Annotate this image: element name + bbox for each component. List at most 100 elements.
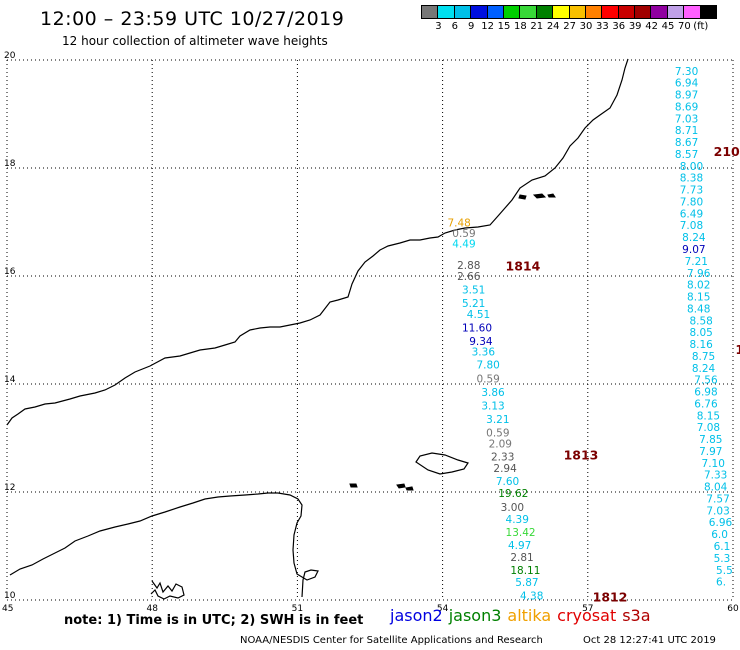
wave-height-value: 3.51 — [462, 285, 485, 297]
wave-height-value: 7.57 — [706, 493, 729, 505]
pass-time-1814: 1814 — [506, 258, 541, 273]
legend-altika: altika — [507, 606, 552, 625]
color-scale-label: 9 — [468, 21, 475, 32]
wave-height-value: 7.80 — [680, 196, 703, 208]
color-swatch — [552, 5, 570, 19]
wave-height-value: 7.73 — [680, 185, 703, 197]
lon-tick-48: 48 — [146, 604, 158, 614]
wave-height-value: 7.48 — [447, 218, 470, 230]
color-scale-label: 42 — [645, 21, 658, 32]
wave-height-value: 4.39 — [506, 514, 529, 526]
lon-tick-60: 60 — [727, 604, 739, 614]
credit-line: NOAA/NESDIS Center for Satellite Applica… — [240, 635, 543, 646]
islet-3 — [349, 483, 358, 488]
color-scale-label: 36 — [612, 21, 626, 32]
color-scale-bar — [421, 5, 718, 19]
wave-height-value: 8.15 — [687, 292, 710, 304]
lat-tick-10: 10 — [4, 591, 16, 601]
chart-subtitle: 12 hour collection of altimeter wave hei… — [62, 34, 328, 48]
wave-height-value: 5.87 — [515, 577, 538, 589]
wave-height-value: 7.10 — [702, 458, 725, 470]
footnote: note: 1) Time is in UTC; 2) SWH is in fe… — [64, 613, 364, 628]
color-scale-label: 6 — [451, 21, 458, 32]
wave-height-value: 8.02 — [687, 280, 710, 292]
color-swatch — [584, 5, 603, 19]
color-swatch — [519, 5, 537, 19]
wave-height-value: 2.81 — [510, 552, 533, 564]
wave-height-value: 4.38 — [520, 591, 543, 603]
wave-height-value: 5.21 — [462, 298, 485, 310]
color-scale-label: 70 — [678, 21, 691, 32]
color-swatch — [601, 5, 619, 19]
color-scale-label: 15 — [497, 21, 511, 32]
wave-height-value: 5.3 — [714, 553, 731, 565]
color-swatch — [634, 5, 652, 19]
wave-height-value: 7.60 — [496, 476, 519, 488]
wave-height-value: 8.97 — [675, 90, 698, 102]
wave-height-value: 0.59 — [486, 428, 509, 440]
islet-4 — [396, 483, 406, 489]
legend-s3a: s3a — [622, 606, 651, 625]
lat-tick-12: 12 — [4, 483, 15, 493]
wave-height-value: 7.85 — [699, 434, 722, 446]
color-scale-label: 12 — [481, 21, 494, 32]
color-scale-label: 24 — [546, 21, 560, 32]
wave-height-value: 3.13 — [481, 401, 504, 413]
wave-height-value: 6.96 — [709, 517, 733, 529]
pass-time-1813: 1813 — [564, 447, 599, 462]
lat-tick-16: 16 — [4, 267, 16, 277]
chart-title: 12:00 – 23:59 UTC 10/27/2019 — [40, 8, 345, 30]
pass-time-1: 1 — [735, 342, 740, 357]
color-scale-label: 30 — [579, 21, 593, 32]
wave-height-value: 7.56 — [694, 375, 718, 387]
wave-height-value: 8.69 — [675, 101, 698, 113]
wave-height-value: 5.5 — [716, 565, 733, 577]
wave-height-value: 7.08 — [680, 220, 703, 232]
wave-height-value: 8.00 — [680, 161, 703, 173]
wave-height-value: 19.62 — [498, 488, 528, 500]
wave-height-value: 8.15 — [697, 410, 720, 422]
wave-height-value: 7.08 — [697, 422, 720, 434]
wave-height-value: 7.97 — [699, 446, 722, 458]
pass-time-210: 210 — [714, 144, 740, 159]
legend-jason3: jason3 — [448, 606, 502, 625]
color-swatch — [502, 5, 521, 19]
wave-height-value: 8.38 — [680, 173, 703, 185]
color-swatch — [666, 5, 685, 19]
islet-1 — [532, 193, 547, 199]
wave-height-value: 6.0 — [711, 529, 728, 541]
wave-height-observations: 7.480.594.492.882.663.515.214.5111.609.3… — [447, 66, 732, 603]
color-scale-label: 3 — [435, 21, 442, 32]
wave-height-value: 8.57 — [675, 149, 698, 161]
wave-height-value: 6.98 — [694, 387, 717, 399]
wave-height-value: 4.51 — [467, 309, 490, 321]
color-swatch — [453, 5, 472, 19]
wave-height-value: 0.59 — [476, 374, 499, 386]
islet-2 — [547, 193, 556, 198]
wave-height-value: 8.04 — [704, 482, 728, 494]
color-swatch — [470, 5, 488, 19]
pass-time-labels: 1814 1813 1812 210 1 — [506, 144, 740, 604]
wave-height-value: 3.00 — [501, 502, 524, 514]
wave-height-value: 8.05 — [689, 327, 712, 339]
color-swatch — [683, 5, 701, 19]
wave-height-value: 7.80 — [476, 360, 499, 372]
wave-height-value: 7.03 — [706, 505, 729, 517]
wave-height-value: 11.60 — [462, 322, 492, 334]
wave-height-value: 8.58 — [689, 315, 712, 327]
lon-tick-51: 51 — [292, 604, 303, 614]
wave-height-value: 7.33 — [704, 470, 727, 482]
color-scale-label: (ft) — [693, 21, 709, 32]
color-swatch — [617, 5, 636, 19]
color-scale-label: 33 — [596, 21, 609, 32]
wave-height-value: 13.42 — [506, 527, 536, 539]
wave-height-value: 8.16 — [689, 339, 713, 351]
color-swatch — [650, 5, 668, 19]
wave-height-value: 8.48 — [687, 303, 710, 315]
color-swatch — [535, 5, 554, 19]
lon-tick-54: 54 — [437, 604, 449, 614]
arabian-coastline — [6, 58, 629, 426]
wave-height-value: 4.97 — [508, 540, 531, 552]
african-coastline — [9, 492, 319, 598]
